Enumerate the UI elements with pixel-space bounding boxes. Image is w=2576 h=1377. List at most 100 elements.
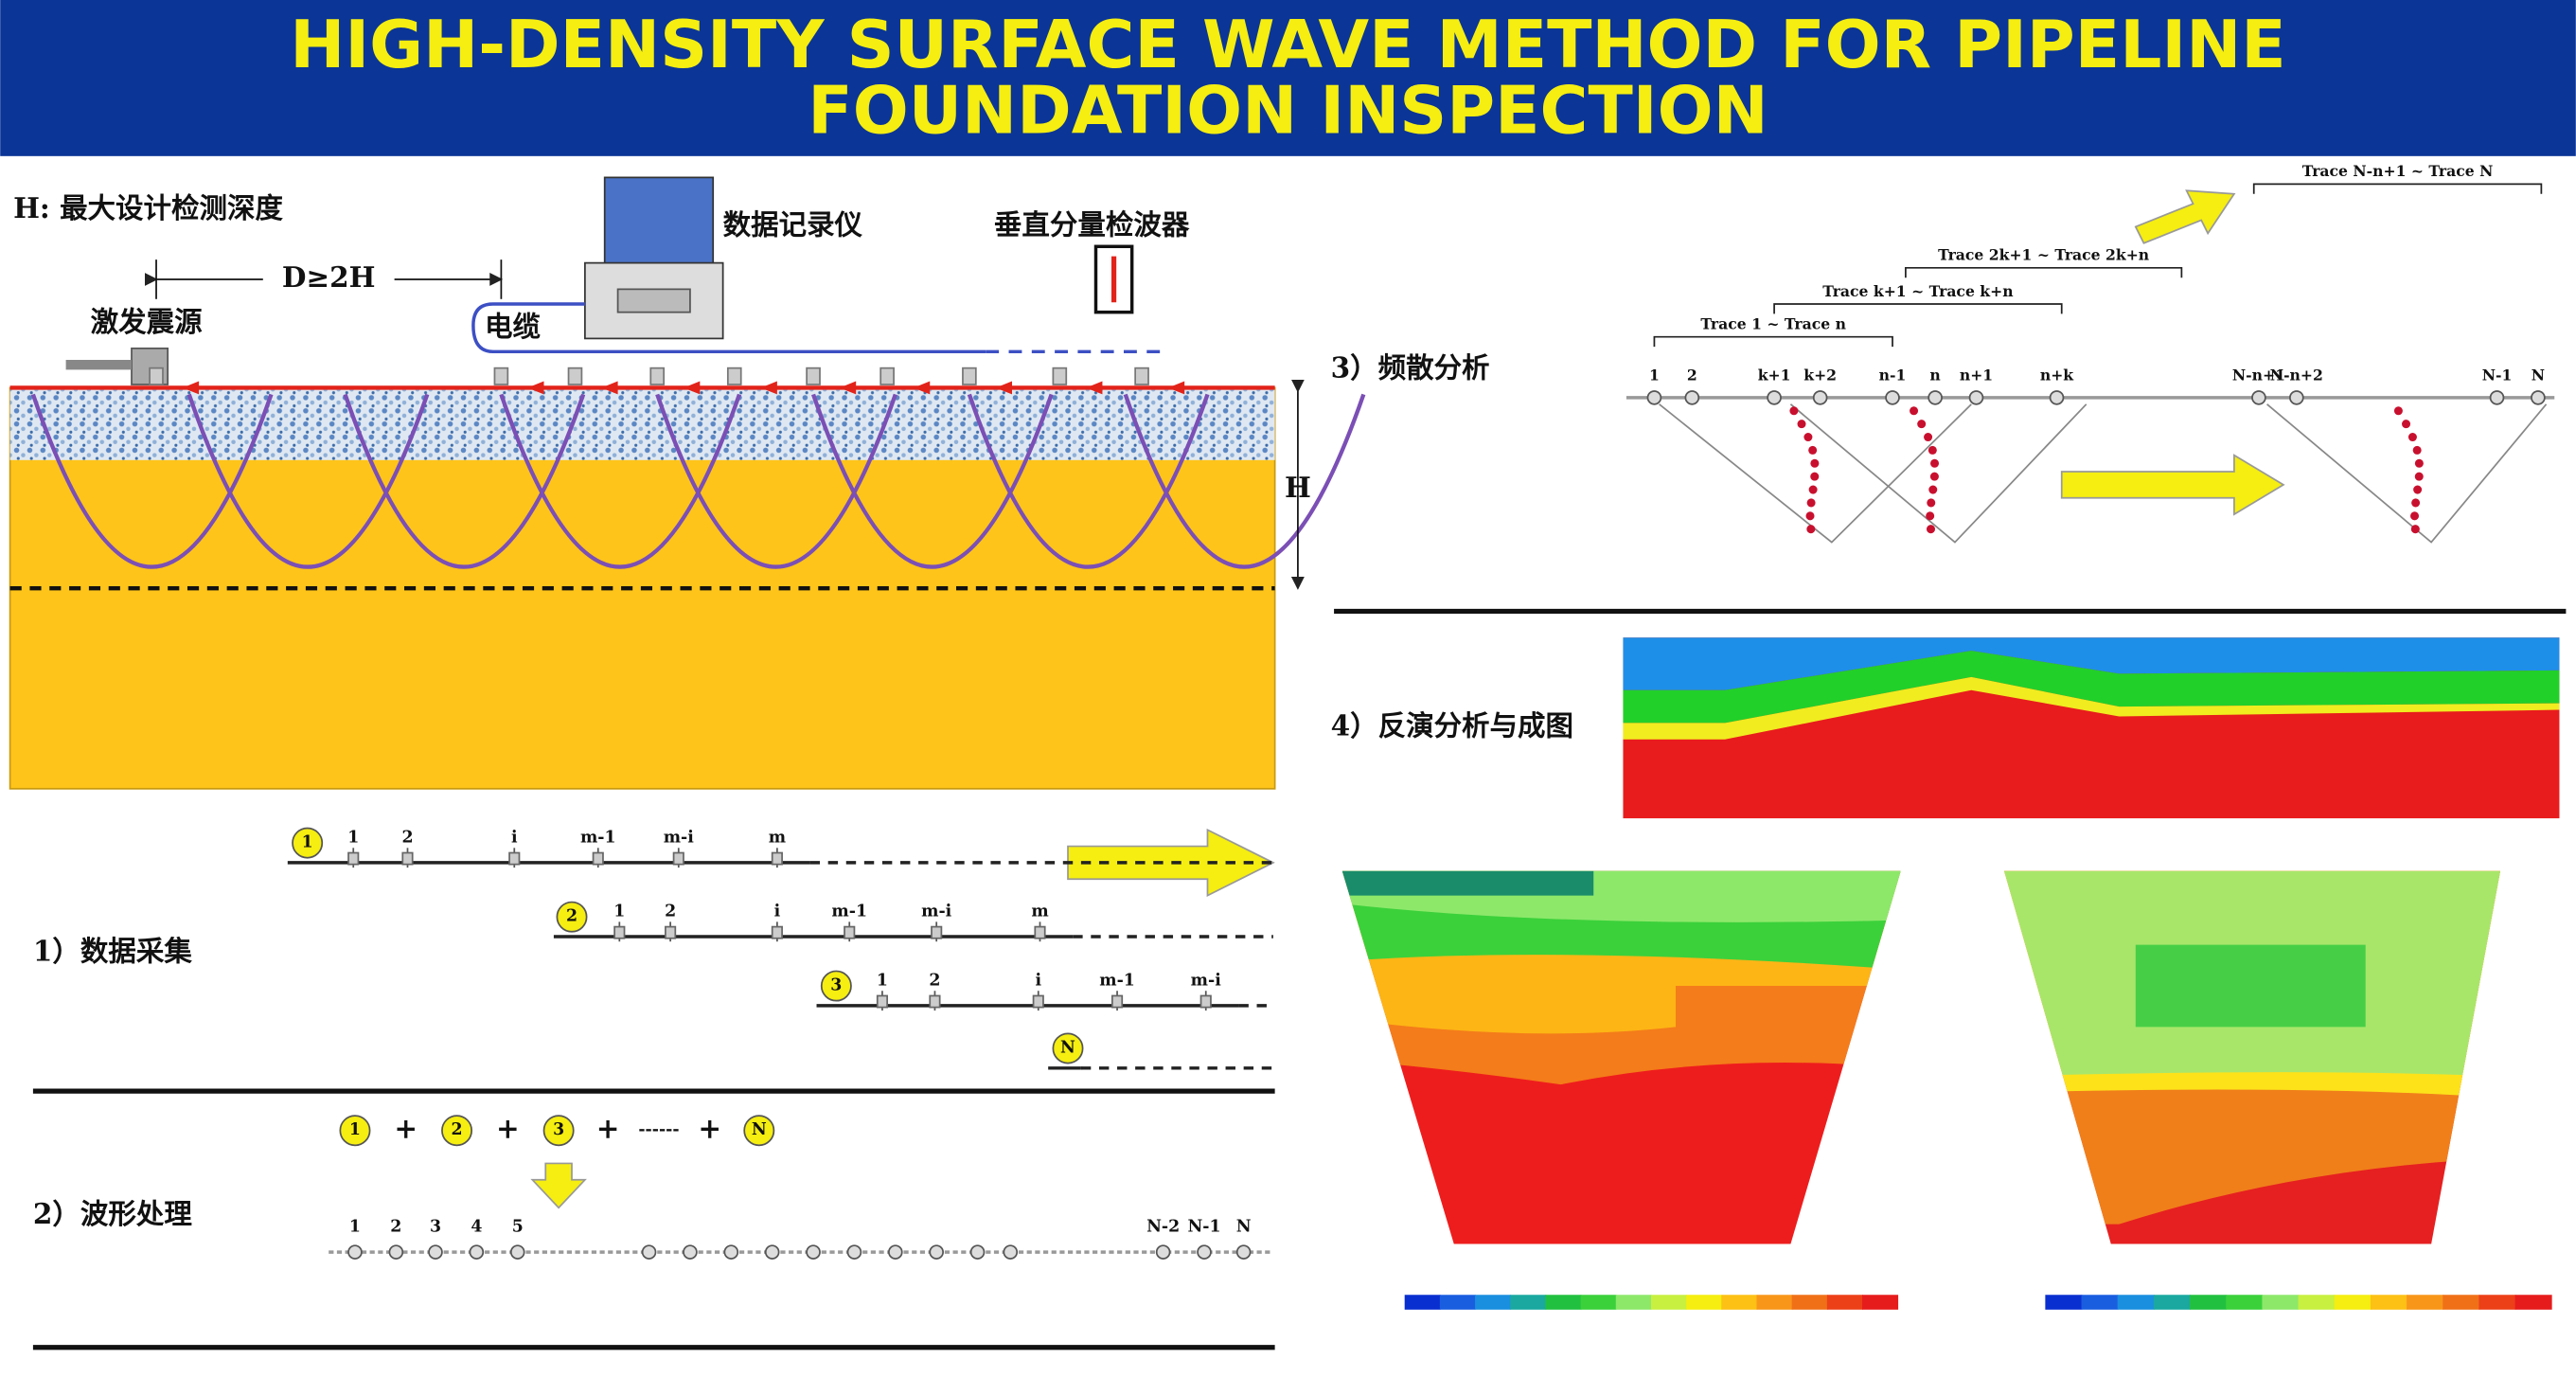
geophone xyxy=(401,851,414,866)
marker-label: 2 xyxy=(452,1120,463,1139)
colorbar-cell xyxy=(1510,1295,1547,1310)
receiver-label: 2 xyxy=(665,902,676,921)
geophone xyxy=(428,1244,443,1260)
marker-label: N xyxy=(1060,1038,1075,1057)
dispersion-dot xyxy=(1789,406,1799,416)
wave-path xyxy=(187,393,430,569)
wave-path xyxy=(655,393,897,569)
receiver-label: 3 xyxy=(430,1218,441,1237)
geophone xyxy=(1885,390,1900,405)
big-arrow xyxy=(1067,828,1275,898)
colorbar-cell xyxy=(1721,1295,1758,1310)
colorbar-cell xyxy=(2298,1295,2336,1310)
dispersion-dot xyxy=(1810,458,1820,468)
geophone xyxy=(592,851,604,866)
wave-paths xyxy=(30,393,1366,569)
receiver-label: n xyxy=(1929,366,1940,384)
colorbar-cell xyxy=(1791,1295,1828,1310)
geophone xyxy=(1199,994,1212,1009)
dispersion-dot xyxy=(2413,485,2423,494)
receiver-label: N xyxy=(1236,1218,1252,1237)
window-bracket xyxy=(2252,183,2543,194)
colorbar-cell xyxy=(2045,1295,2083,1310)
receiver-label: 4 xyxy=(471,1218,482,1237)
dispersion-dot xyxy=(1926,511,1935,521)
receiver-label: m-1 xyxy=(1099,971,1135,990)
geophone xyxy=(876,994,889,1009)
colorbar-cell xyxy=(2370,1295,2407,1310)
receiver-label: N-1 xyxy=(2482,366,2513,384)
surface-layer xyxy=(9,387,1275,460)
section-plot xyxy=(2003,870,2500,1244)
geophone xyxy=(931,925,943,939)
receiver-label: 2 xyxy=(401,828,413,847)
geophone xyxy=(726,367,742,385)
colorbar-cell xyxy=(1826,1295,1863,1310)
step-label: 1）数据采集 xyxy=(33,934,192,967)
window-bracket xyxy=(1905,266,2183,278)
colorbar-cell xyxy=(2081,1295,2119,1310)
colorbar-cell xyxy=(2407,1295,2444,1310)
geophone xyxy=(509,1244,525,1260)
colorbar-cell xyxy=(1862,1295,1899,1310)
colorbar-cell xyxy=(1615,1295,1652,1310)
colorbar-cell xyxy=(2478,1295,2516,1310)
dispersion-dot xyxy=(1929,472,1939,481)
geophone xyxy=(469,1244,485,1260)
geophone xyxy=(493,367,509,385)
receiver-label: m-1 xyxy=(580,828,616,847)
receiver-label: k+1 xyxy=(1758,366,1791,384)
colorbar-cell xyxy=(2190,1295,2228,1310)
geophone xyxy=(508,851,521,866)
geophone xyxy=(1034,925,1046,939)
step-label: 4）反演分析与成图 xyxy=(1331,709,1573,742)
arrow xyxy=(913,381,931,395)
geophone xyxy=(771,925,783,939)
colorbar-cell xyxy=(2443,1295,2480,1310)
step-label: 3）频散分析 xyxy=(1331,350,1490,384)
marker xyxy=(743,1115,775,1147)
arrow xyxy=(995,381,1013,395)
dispersion-dot xyxy=(1803,433,1813,442)
geophone xyxy=(347,851,360,866)
dispersion-dot xyxy=(1805,511,1815,521)
depth-note: H: 最大设计检测深度 xyxy=(13,191,283,224)
depth-label: H xyxy=(1285,471,1311,504)
colorbar-cell xyxy=(2514,1295,2552,1310)
dispersion-dot xyxy=(2412,445,2422,455)
recorder xyxy=(584,176,724,340)
receiver-label: n+1 xyxy=(1960,366,1993,384)
dashes: ------ xyxy=(638,1120,679,1139)
recorder-label: 数据记录仪 xyxy=(723,207,863,241)
dispersion-dot xyxy=(1930,458,1940,468)
title: FOUNDATION INSPECTION xyxy=(808,73,1768,149)
marker-label: 1 xyxy=(302,833,313,852)
title-bar xyxy=(0,0,2576,156)
geophone xyxy=(1968,390,1984,405)
receiver-label: m-i xyxy=(921,902,952,921)
wave-path xyxy=(343,393,586,569)
colorbar-cell xyxy=(2153,1295,2191,1310)
marker-label: N xyxy=(752,1120,767,1139)
window-bracket xyxy=(1653,335,1893,348)
wave-path xyxy=(811,393,1054,569)
dispersion-dot xyxy=(1806,498,1816,508)
geophone xyxy=(1003,1244,1019,1260)
cable xyxy=(471,302,986,354)
plus-sign: + xyxy=(596,1112,620,1145)
down-arrow xyxy=(530,1162,587,1209)
geophone xyxy=(771,851,783,866)
colorbar-cell xyxy=(2334,1295,2372,1310)
window-label: Trace k+1 ~ Trace k+n xyxy=(1822,282,2013,300)
marker-label: 2 xyxy=(566,907,577,926)
dispersion-dot xyxy=(1806,525,1816,534)
geophone xyxy=(2531,390,2546,405)
geophone xyxy=(2489,390,2505,405)
dispersion-dot xyxy=(2411,498,2421,508)
marker xyxy=(1052,1032,1084,1064)
marker-label: 1 xyxy=(349,1120,361,1139)
geophone xyxy=(879,367,895,385)
geophone xyxy=(1032,994,1044,1009)
title: HIGH-DENSITY SURFACE WAVE METHOD FOR PIP… xyxy=(290,8,2285,83)
